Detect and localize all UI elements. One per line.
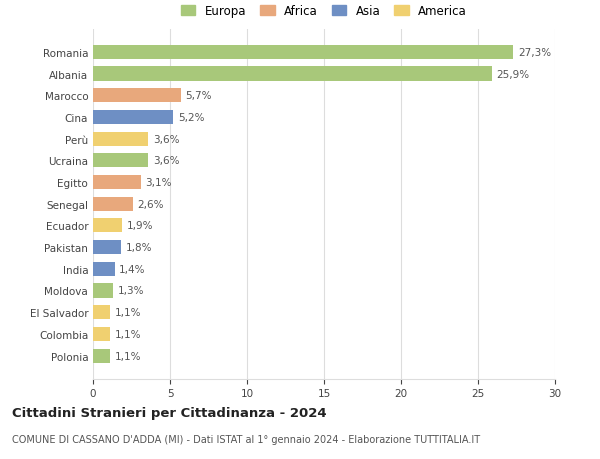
Bar xyxy=(93,67,492,81)
Bar xyxy=(93,132,148,146)
Legend: Europa, Africa, Asia, America: Europa, Africa, Asia, America xyxy=(179,3,469,21)
Text: 1,1%: 1,1% xyxy=(115,308,141,318)
Text: 27,3%: 27,3% xyxy=(518,48,551,58)
Text: 1,9%: 1,9% xyxy=(127,221,154,231)
Text: Cittadini Stranieri per Cittadinanza - 2024: Cittadini Stranieri per Cittadinanza - 2… xyxy=(12,406,326,419)
Text: 3,1%: 3,1% xyxy=(145,178,172,188)
Text: 25,9%: 25,9% xyxy=(496,69,530,79)
Bar xyxy=(93,284,113,298)
Text: 5,7%: 5,7% xyxy=(185,91,212,101)
Bar xyxy=(93,241,121,255)
Bar xyxy=(93,89,181,103)
Bar xyxy=(93,262,115,276)
Bar xyxy=(93,176,141,190)
Bar xyxy=(93,349,110,363)
Text: 3,6%: 3,6% xyxy=(153,134,179,144)
Bar xyxy=(93,327,110,341)
Text: COMUNE DI CASSANO D'ADDA (MI) - Dati ISTAT al 1° gennaio 2024 - Elaborazione TUT: COMUNE DI CASSANO D'ADDA (MI) - Dati IST… xyxy=(12,434,480,444)
Text: 3,6%: 3,6% xyxy=(153,156,179,166)
Bar xyxy=(93,46,514,60)
Text: 2,6%: 2,6% xyxy=(137,199,164,209)
Text: 1,3%: 1,3% xyxy=(118,286,144,296)
Bar xyxy=(93,305,110,319)
Bar xyxy=(93,111,173,125)
Bar xyxy=(93,219,122,233)
Text: 1,8%: 1,8% xyxy=(125,242,152,252)
Text: 1,1%: 1,1% xyxy=(115,351,141,361)
Text: 1,1%: 1,1% xyxy=(115,329,141,339)
Text: 1,4%: 1,4% xyxy=(119,264,146,274)
Text: 5,2%: 5,2% xyxy=(178,112,204,123)
Bar xyxy=(93,154,148,168)
Bar xyxy=(93,197,133,211)
